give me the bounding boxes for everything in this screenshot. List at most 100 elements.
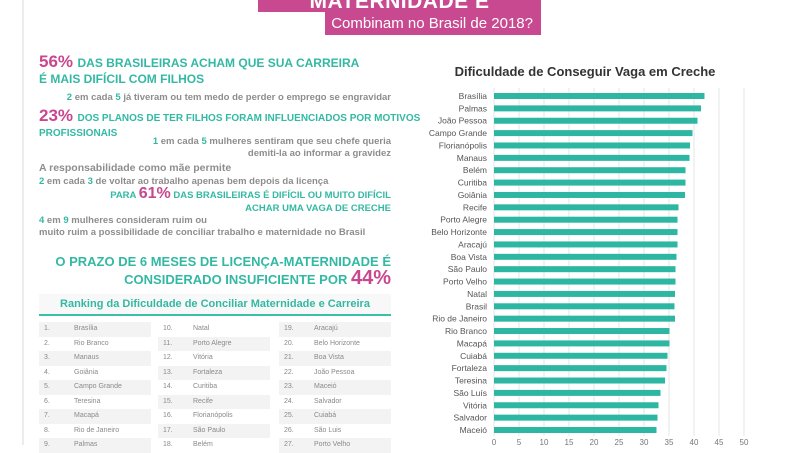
- category-label: Goiânia: [458, 190, 488, 200]
- bar: [494, 427, 657, 433]
- ranking-number: 6.: [44, 397, 50, 405]
- category-label: Rio Branco: [445, 326, 487, 336]
- ranking-city: Maceió: [314, 383, 337, 390]
- stat-2-de-3: A responsabilidade como mãe permite 2 em…: [39, 162, 329, 187]
- category-label: Boa Vista: [451, 252, 488, 262]
- ranking-city: Vitória: [193, 354, 213, 361]
- ranking-city: Natal: [193, 325, 210, 332]
- category-label: Natal: [467, 289, 487, 299]
- x-tick-label: 40: [690, 438, 699, 445]
- ranking-title: Ranking da Dificuldade de Conciliar Mate…: [39, 294, 391, 316]
- bar: [494, 303, 675, 310]
- ranking-row: 7. Macapá: [39, 409, 151, 424]
- ranking-number: 3.: [44, 354, 50, 361]
- stat-1-de-5: 1 em cada 5 mulheres sentiram que seu ch…: [152, 136, 391, 159]
- category-label: Aracajú: [458, 239, 487, 249]
- title-banner: MATERNIDADE E CARREIRA: [258, 0, 541, 12]
- ranking-city: Manaus: [74, 354, 99, 361]
- stat-4-de-9: 4 em 9 mulheres consideram ruim ou muito…: [39, 215, 366, 238]
- bar: [494, 105, 701, 112]
- bar: [494, 266, 676, 273]
- category-label: Curitiba: [458, 178, 488, 188]
- bar: [494, 253, 677, 260]
- stat-56: 56% DAS BRASILEIRAS ACHAM QUE SUA CARREI…: [39, 52, 360, 86]
- ranking-row: 22. João Pessoa: [279, 366, 391, 381]
- bar: [494, 93, 705, 99]
- ranking-row: 20. Belo Horizonte: [279, 337, 391, 352]
- ranking-city: Macapá: [74, 412, 99, 419]
- bar: [494, 167, 686, 174]
- category-label: Brasília: [459, 91, 488, 101]
- ranking-number: 16.: [163, 412, 173, 419]
- ranking-row: 19. Aracajú: [279, 322, 391, 337]
- ranking-number: 12.: [163, 354, 173, 361]
- bar: [494, 328, 670, 335]
- bar: [494, 216, 678, 223]
- ranking-number: 17.: [163, 426, 173, 434]
- x-tick-label: 5: [517, 438, 522, 445]
- category-label: Manaus: [457, 153, 487, 163]
- category-label: Florianópolis: [439, 140, 487, 150]
- category-label: São Paulo: [448, 264, 487, 274]
- subtitle-banner: Combinam no Brasil de 2018?: [325, 12, 541, 35]
- left-border: [22, 0, 24, 445]
- category-label: Maceió: [460, 425, 488, 435]
- ranking-number: 2.: [44, 339, 50, 347]
- stat-23: 23% DOS PLANOS DE TER FILHOS FORAM INFLU…: [39, 106, 421, 139]
- ranking-city: Rio Branco: [74, 339, 109, 347]
- ranking-number: 8.: [44, 426, 50, 434]
- ranking-row: 14. Curitiba: [158, 380, 270, 395]
- ranking-row: 24. Salvador: [279, 395, 391, 410]
- bar: [494, 315, 675, 322]
- category-label: Fortaleza: [452, 363, 488, 373]
- ranking-row: 10. Natal: [158, 322, 270, 337]
- category-label: Palmas: [459, 103, 487, 113]
- category-label: Brasil: [466, 301, 487, 311]
- ranking-city: Salvador: [314, 397, 342, 405]
- ranking-row: 8. Rio de Janeiro: [39, 424, 151, 439]
- category-label: Recife: [463, 202, 487, 212]
- bar: [494, 402, 659, 409]
- ranking-row: 15. Recife: [158, 394, 270, 409]
- category-label: São Luís: [453, 388, 487, 398]
- stat-44: O PRAZO DE 6 MESES DE LICENÇA-MATERNIDAD…: [55, 254, 391, 289]
- ranking-city: Cuiabá: [314, 412, 337, 419]
- x-tick-label: 0: [492, 438, 497, 445]
- category-label: Campo Grande: [429, 128, 487, 138]
- ranking-row: 11. Porto Alegre: [158, 336, 270, 351]
- ranking-city: Curitiba: [193, 383, 218, 390]
- bar: [494, 241, 678, 248]
- bar: [494, 352, 668, 359]
- ranking-number: 5.: [44, 383, 50, 390]
- x-tick-label: 15: [565, 438, 574, 445]
- category-label: Macapá: [457, 338, 488, 348]
- ranking-city: João Pessoa: [314, 368, 355, 376]
- ranking-row: 21. Boa Vista: [279, 351, 391, 366]
- x-tick-label: 45: [715, 438, 724, 445]
- stat-2-de-5: 2 em cada 5 já tiveram ou tem medo de pe…: [66, 92, 391, 103]
- ranking-number: 24.: [284, 397, 294, 405]
- ranking-row: 12. Vitória: [158, 351, 270, 366]
- ranking-city: Aracajú: [314, 325, 338, 332]
- ranking-number: 10.: [163, 325, 173, 332]
- ranking-row: 6. Teresina: [39, 395, 151, 410]
- ranking-city: Campo Grande: [74, 383, 122, 390]
- ranking-number: 19.: [284, 325, 294, 332]
- category-label: Belo Horizonte: [431, 227, 487, 237]
- bar: [494, 290, 675, 297]
- ranking-row: 16. Florianópolis: [158, 409, 270, 424]
- bar: [494, 191, 685, 198]
- ranking-city: Fortaleza: [193, 368, 223, 376]
- ranking-city: Porto Alegre: [193, 339, 232, 347]
- ranking-row: 2. Rio Branco: [39, 337, 151, 352]
- x-tick-label: 25: [615, 438, 624, 445]
- ranking-city: Brasília: [74, 325, 98, 332]
- ranking-row: 3. Manaus: [39, 351, 151, 366]
- chart-title: Dificuldade de Conseguir Vaga em Creche: [454, 64, 716, 79]
- ranking-row: 23. Maceió: [279, 380, 391, 395]
- ranking-city: São Luis: [314, 426, 342, 434]
- ranking-row: 17. São Paulo: [158, 423, 270, 438]
- ranking-city: São Paulo: [193, 426, 226, 434]
- x-tick-label: 30: [640, 438, 649, 445]
